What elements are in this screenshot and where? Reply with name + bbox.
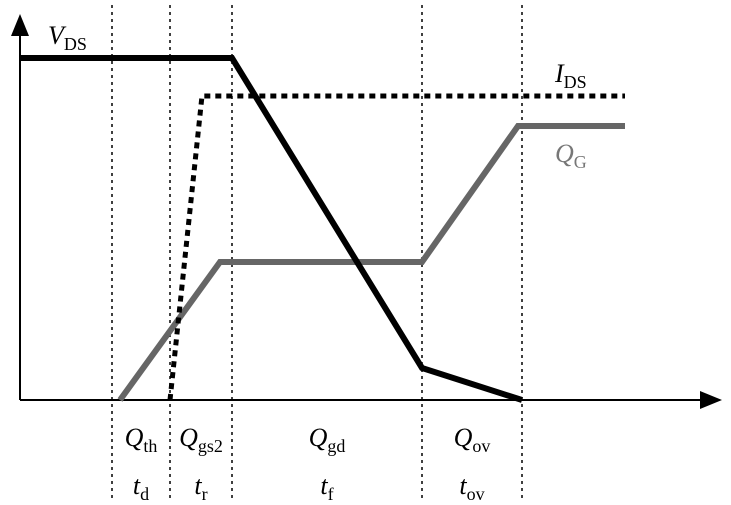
subscript: d bbox=[140, 484, 149, 504]
ids-label: IDS bbox=[554, 59, 587, 92]
time-label: tov bbox=[459, 471, 484, 504]
subscript: ov bbox=[472, 436, 490, 456]
symbol: Q bbox=[454, 423, 473, 452]
symbol: t bbox=[320, 471, 328, 500]
subscript: f bbox=[328, 484, 334, 504]
symbol: Q bbox=[125, 423, 144, 452]
time-label: tr bbox=[194, 471, 207, 504]
qg-curve bbox=[117, 123, 625, 402]
charge-label: Qov bbox=[454, 423, 491, 456]
charge-label: Qgs2 bbox=[179, 423, 223, 456]
subscript: gd bbox=[327, 436, 345, 456]
symbol: t bbox=[133, 471, 141, 500]
symbol: t bbox=[194, 471, 202, 500]
symbol: Q bbox=[179, 423, 198, 452]
time-label: tf bbox=[320, 471, 333, 504]
interval-dividers bbox=[111, 5, 523, 500]
symbol: t bbox=[459, 471, 467, 500]
charge-label: Qgd bbox=[309, 423, 346, 456]
subscript: th bbox=[143, 436, 157, 456]
subscript: ov bbox=[467, 484, 485, 504]
subscript: gs2 bbox=[198, 436, 223, 456]
vds-label: VDS bbox=[48, 21, 87, 54]
vds-curve bbox=[20, 55, 523, 403]
axes bbox=[11, 14, 722, 409]
ids-curve bbox=[167, 93, 625, 401]
time-label: td bbox=[133, 471, 149, 504]
qg-label: QG bbox=[555, 139, 587, 172]
charge-label: Qth bbox=[125, 423, 158, 456]
symbol: Q bbox=[309, 423, 328, 452]
subscript: r bbox=[202, 484, 208, 504]
